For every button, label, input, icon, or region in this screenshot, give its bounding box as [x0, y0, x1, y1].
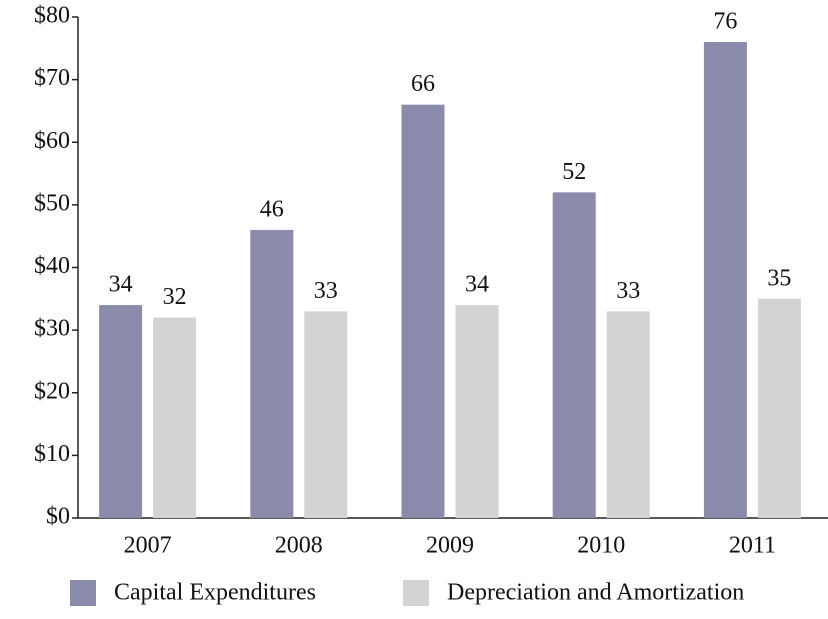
- data-label: 32: [163, 284, 187, 310]
- x-tick-label: 2011: [729, 533, 776, 559]
- data-label: 52: [562, 159, 586, 185]
- data-label: 46: [260, 196, 284, 222]
- data-label: 34: [465, 272, 489, 298]
- y-tick-label: $30: [34, 316, 70, 342]
- y-tick-label: $60: [34, 128, 70, 154]
- bar: [250, 229, 294, 519]
- bar: [99, 305, 143, 518]
- data-label: 33: [616, 278, 640, 304]
- legend-swatch: [403, 580, 429, 606]
- x-tick-label: 2007: [124, 533, 172, 559]
- bar: [401, 104, 445, 519]
- bar: [757, 298, 801, 518]
- y-tick-label: $20: [34, 378, 70, 404]
- y-tick-label: $80: [34, 3, 70, 29]
- x-tick-label: 2009: [426, 533, 474, 559]
- data-label: 34: [109, 272, 133, 298]
- data-label: 66: [411, 71, 435, 97]
- y-tick-label: $70: [34, 65, 70, 91]
- bar: [304, 311, 348, 518]
- bar: [455, 305, 499, 518]
- legend-swatch: [70, 580, 96, 606]
- bar: [703, 42, 747, 519]
- y-tick-label: $10: [34, 441, 70, 467]
- y-tick-label: $0: [46, 504, 70, 530]
- y-tick-label: $40: [34, 253, 70, 279]
- data-label: 35: [767, 265, 791, 291]
- bar: [552, 192, 596, 518]
- legend-label: Capital Expenditures: [114, 580, 316, 606]
- legend-label: Depreciation and Amortization: [447, 580, 744, 606]
- data-label: 33: [314, 278, 338, 304]
- x-tick-label: 2010: [577, 533, 625, 559]
- bar: [606, 311, 650, 518]
- x-tick-label: 2008: [275, 533, 323, 559]
- bar: [153, 317, 197, 518]
- y-tick-label: $50: [34, 190, 70, 216]
- data-label: 76: [713, 9, 737, 35]
